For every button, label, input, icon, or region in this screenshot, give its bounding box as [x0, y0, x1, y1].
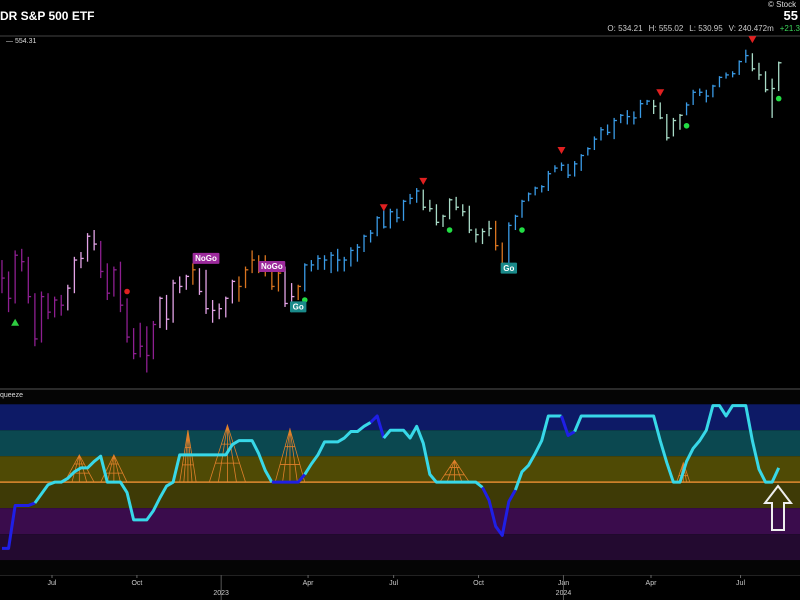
- x-tick-label: Apr: [646, 580, 658, 587]
- signal-dot: [683, 122, 690, 129]
- oscillator-line: [1, 501, 36, 550]
- x-tick-label: Oct: [131, 580, 142, 587]
- label-box: [258, 261, 286, 273]
- year-label: 2023: [213, 590, 229, 597]
- label-box: [500, 262, 518, 274]
- oscillator-line: [369, 414, 386, 439]
- oscillator-line: [33, 439, 274, 522]
- signal-dot: [519, 227, 525, 233]
- level-band: [0, 430, 800, 457]
- oscillator-line: [560, 415, 576, 437]
- price-label-box: — 554.31: [6, 38, 37, 45]
- ohlc-value: 555.02: [658, 24, 684, 33]
- ohlc-item: O: 534.21: [607, 24, 642, 33]
- ohlc-value: 534.21: [618, 24, 643, 33]
- oscillator-line: [513, 414, 562, 491]
- ohlc-key: L:: [689, 24, 696, 33]
- year-label: 2024: [556, 590, 572, 597]
- oscillator-line: [271, 473, 306, 484]
- level-band: [0, 482, 800, 509]
- label-text: NoGo: [261, 262, 283, 271]
- indicator-name: queeze: [0, 392, 23, 399]
- change: +21.3: [779, 24, 800, 33]
- label-box: [289, 301, 307, 313]
- price-label: 554.31: [14, 38, 37, 45]
- x-tick-label: Jul: [389, 580, 398, 587]
- squeeze-cone: [274, 427, 306, 483]
- signal-triangle-down: [748, 36, 757, 44]
- signal-dot: [124, 288, 130, 295]
- ohlc-key: H:: [648, 24, 657, 33]
- signal-triangle-down: [557, 147, 566, 155]
- ohlc-item: V: 240.472m: [729, 24, 774, 33]
- level-band: [0, 508, 800, 535]
- ohlc-value: 240.472m: [738, 24, 774, 33]
- oscillator-line: [481, 486, 517, 537]
- label-text: NoGo: [195, 254, 217, 263]
- label-text: Go: [503, 264, 514, 273]
- signal-triangle-down: [379, 204, 388, 212]
- up-arrow: [762, 484, 794, 531]
- ohlc-value: 530.95: [698, 24, 723, 33]
- x-tick-label: Oct: [473, 580, 484, 587]
- last-price: 55: [783, 8, 798, 23]
- source: © Stock: [768, 0, 797, 9]
- signal-dot: [775, 95, 782, 102]
- price-panel: NoGo NoGo Go Go: [1, 36, 782, 373]
- label-text: Go: [293, 303, 304, 312]
- signal-triangle-down: [419, 177, 428, 185]
- squeeze-cone: [100, 453, 128, 483]
- ohlc-key: O:: [607, 24, 616, 33]
- oscillator-line: [573, 404, 781, 484]
- signal-triangle-down: [656, 89, 665, 97]
- oscillator-line: [382, 424, 484, 489]
- signal-dot: [301, 297, 308, 303]
- signal-dot: [446, 227, 453, 233]
- ohlc-item: L: 530.95: [689, 24, 722, 33]
- x-tick-label: Jul: [48, 580, 57, 587]
- title: DR S&P 500 ETF: [0, 9, 95, 23]
- signal-triangle-up: [11, 318, 20, 326]
- level-band: [0, 534, 800, 561]
- ohlc-row: O: 534.21 H: 555.02 L: 530.95 V: 240.472m +2…: [607, 24, 800, 33]
- oscillator-line: [303, 421, 372, 476]
- ohlc-item: H: 555.02: [649, 24, 684, 33]
- label-box: [192, 252, 220, 264]
- level-band: [0, 404, 800, 431]
- squeeze-cone: [439, 459, 470, 483]
- x-tick-label: Apr: [303, 580, 315, 587]
- ohlc-key: V:: [728, 24, 736, 33]
- oscillator-panel: JulOctAprJulOctJanAprJul20232024: [0, 390, 800, 600]
- x-tick-label: Jul: [736, 580, 745, 587]
